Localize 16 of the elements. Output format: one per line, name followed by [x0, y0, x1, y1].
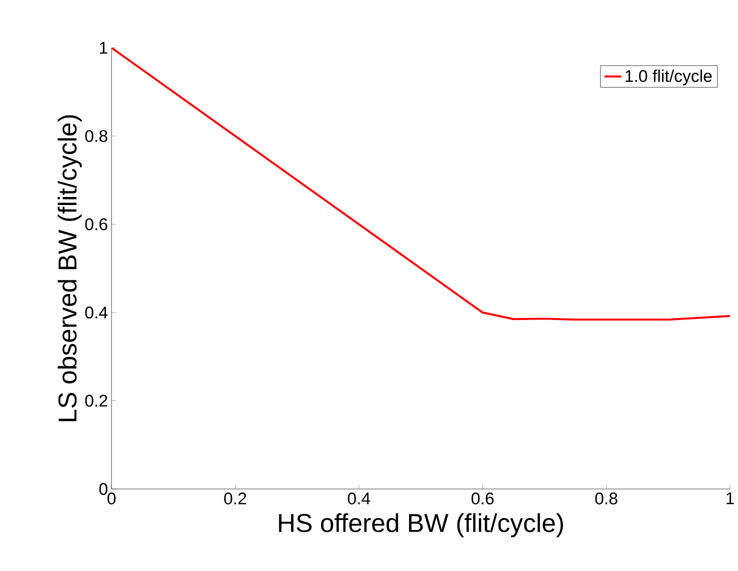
x-tick-label: 0 — [108, 492, 116, 505]
y-tick-label: 0.6 — [85, 218, 108, 230]
line-series — [112, 48, 730, 321]
y-tick-label: 0.2 — [85, 394, 108, 407]
y-tick-label: 0.8 — [85, 130, 108, 142]
y-axis-title: LS observed BW (flit/cycle) — [58, 115, 82, 422]
y-tick-label: 0.4 — [85, 306, 108, 319]
x-tick-label: 0.8 — [595, 492, 618, 505]
y-tick-label: 0 — [99, 483, 108, 496]
y-tick-label: 1 — [100, 42, 108, 54]
x-tick-label: 0.2 — [224, 492, 246, 505]
x-tick-label: 1 — [726, 492, 734, 504]
x-tick-label: 0.4 — [348, 492, 370, 505]
x-axis-title: HS offered BW (flit/cycle) — [279, 513, 563, 538]
legend-label: 1.0 flit/cycle — [626, 70, 712, 86]
x-tick-label: 0.6 — [472, 492, 494, 505]
